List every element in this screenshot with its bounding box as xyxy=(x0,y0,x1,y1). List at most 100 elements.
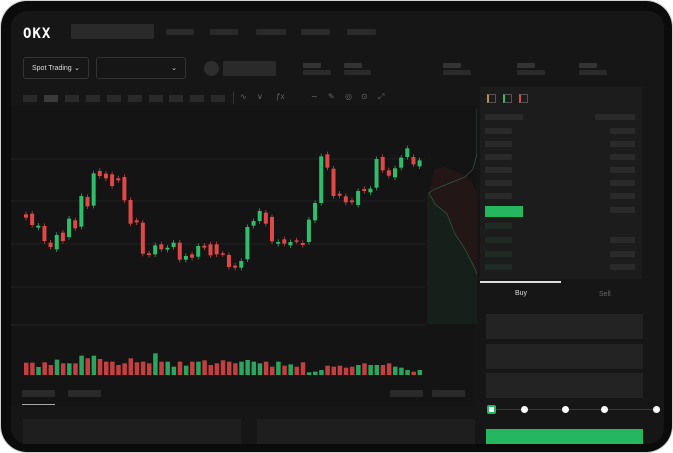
fullscreen-icon[interactable]: ⤢ xyxy=(378,92,385,101)
draw-line-icon[interactable]: ∼ xyxy=(311,92,318,101)
pencil-icon[interactable]: ✎ xyxy=(328,92,335,101)
active-tab-indicator xyxy=(480,281,561,283)
volume-bar xyxy=(79,355,84,375)
timeframe-button[interactable] xyxy=(65,95,79,102)
stat-value xyxy=(579,70,607,75)
ask-price[interactable] xyxy=(485,193,512,199)
candle xyxy=(73,220,78,229)
line-indicator-icon[interactable]: ∿ xyxy=(240,92,247,101)
pair-dropdown[interactable]: ⌄ xyxy=(96,57,186,79)
slider-stop-25[interactable] xyxy=(521,406,528,413)
settings-icon[interactable]: ⊙ xyxy=(361,92,368,101)
volume-bar xyxy=(263,361,269,375)
amount-input[interactable] xyxy=(486,344,643,369)
volume-bar xyxy=(54,359,60,375)
candle xyxy=(313,203,318,221)
candle xyxy=(214,244,219,255)
volume-bar xyxy=(306,372,312,375)
both-sides-icon[interactable] xyxy=(487,94,496,103)
volume-bar xyxy=(251,361,257,375)
volume-bar xyxy=(226,361,232,375)
candle xyxy=(67,218,72,237)
volume-bar xyxy=(48,365,54,375)
slider-stop-100[interactable] xyxy=(653,406,660,413)
nav-item[interactable] xyxy=(210,29,238,35)
volume-bar xyxy=(374,365,380,375)
ask-price[interactable] xyxy=(485,180,512,186)
total-input[interactable] xyxy=(486,373,643,398)
volume-bar xyxy=(343,367,349,375)
candle xyxy=(270,217,274,242)
timeframe-button[interactable] xyxy=(107,95,121,102)
candle xyxy=(85,197,90,207)
filter-button[interactable] xyxy=(390,390,423,397)
timeframe-button[interactable] xyxy=(190,95,204,102)
ask-price[interactable] xyxy=(485,167,512,173)
nav-item[interactable] xyxy=(166,29,194,35)
volume-bar xyxy=(159,361,164,375)
timeframe-button[interactable] xyxy=(86,95,100,102)
bid-price[interactable] xyxy=(485,223,512,229)
filter-button[interactable] xyxy=(432,390,465,397)
timeframe-button[interactable] xyxy=(23,95,37,102)
timeframe-button[interactable] xyxy=(44,95,58,102)
candle xyxy=(257,211,262,221)
tab-sell[interactable]: Sell xyxy=(599,291,611,298)
slider-stop-50[interactable] xyxy=(562,406,569,413)
bid-price[interactable] xyxy=(485,251,512,257)
candle xyxy=(245,227,250,260)
candle xyxy=(91,173,96,206)
volume-bar xyxy=(85,358,90,375)
slider-handle[interactable] xyxy=(487,405,496,414)
ask-price[interactable] xyxy=(485,128,512,134)
candle xyxy=(349,200,354,203)
tab-order-history[interactable] xyxy=(68,390,101,397)
slider-stop-75[interactable] xyxy=(601,406,608,413)
candle xyxy=(356,191,361,205)
candle xyxy=(374,159,379,188)
ask-price[interactable] xyxy=(485,141,512,147)
volume-bar xyxy=(356,365,361,375)
okx-logo[interactable]: OKX xyxy=(23,26,52,42)
magnet-icon[interactable]: ◎ xyxy=(345,92,352,101)
candle xyxy=(24,214,28,218)
candle xyxy=(319,156,324,203)
timeframe-button[interactable] xyxy=(169,95,183,102)
price-input[interactable] xyxy=(486,314,643,339)
asks-only-icon[interactable] xyxy=(519,94,528,103)
nav-item[interactable] xyxy=(301,29,330,35)
volume-bar xyxy=(411,371,416,375)
bid-price[interactable] xyxy=(485,237,512,243)
chart-area[interactable] xyxy=(11,106,475,406)
volume-bar xyxy=(147,363,152,375)
tab-open-orders[interactable] xyxy=(22,390,55,397)
candlestick-chart[interactable] xyxy=(11,106,475,381)
candle xyxy=(380,157,385,171)
ask-amount xyxy=(610,128,635,134)
candle xyxy=(196,246,201,257)
fx-indicator-icon[interactable]: ƒx xyxy=(276,92,285,101)
buy-button[interactable] xyxy=(486,429,643,444)
candle xyxy=(171,242,176,247)
nav-item[interactable] xyxy=(256,29,286,35)
volume-bar xyxy=(24,362,29,375)
candle xyxy=(177,242,182,260)
bid-amount xyxy=(610,251,635,257)
volume-bar xyxy=(60,363,66,375)
tab-buy[interactable]: Buy xyxy=(515,290,528,297)
timeframe-button[interactable] xyxy=(128,95,142,102)
timeframe-button[interactable] xyxy=(149,95,163,102)
nav-item[interactable] xyxy=(347,29,376,35)
ask-price[interactable] xyxy=(485,154,512,160)
slider-track[interactable] xyxy=(490,409,657,410)
bids-only-icon[interactable] xyxy=(503,94,512,103)
candle-type-icon[interactable]: ∨ xyxy=(257,92,263,101)
search-bar[interactable] xyxy=(71,24,154,39)
bid-price[interactable] xyxy=(485,264,512,270)
timeframe-button[interactable] xyxy=(211,95,225,102)
market-type-dropdown[interactable]: Spot Trading ⌄ xyxy=(23,57,89,79)
volume-bar xyxy=(128,358,134,375)
ask-amount xyxy=(610,193,635,199)
chevron-down-icon: ⌄ xyxy=(74,65,80,72)
candle xyxy=(36,225,41,228)
